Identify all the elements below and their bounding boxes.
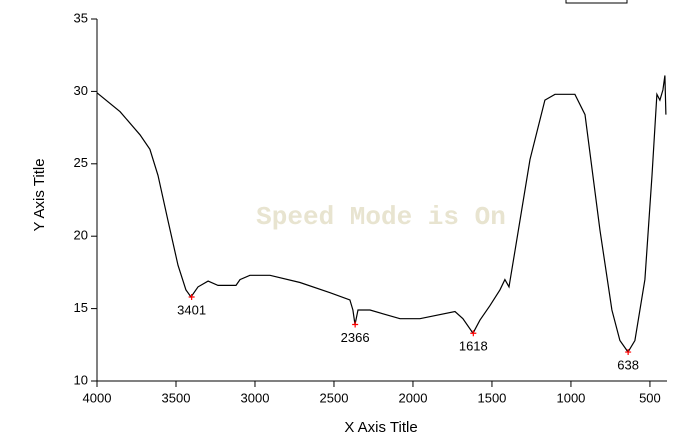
y-tick-label: 10 [74,372,88,387]
peak-label: 2366 [341,330,370,345]
x-tick-label: 2000 [399,390,428,405]
y-axis-title: Y Axis Title [31,158,48,231]
x-tick-label: 3500 [162,390,191,405]
peak-label: 3401 [177,302,206,317]
y-tick-label: 15 [74,300,88,315]
spectrum-line [96,75,667,354]
peak-marker [625,349,632,356]
peak-marker [470,330,477,337]
y-tick-label: 30 [74,83,88,98]
y-tick-label: 25 [74,155,88,170]
x-tick-label: 1500 [477,390,506,405]
x-tick-label: 4000 [83,390,112,405]
legend-box [565,0,628,4]
y-tick-label: 20 [74,228,88,243]
peak-marker [188,294,195,301]
peak-label: 638 [617,357,639,372]
y-tick-label: 35 [74,10,88,25]
x-axis-title: X Axis Title [344,419,417,436]
peak-label: 1618 [459,339,488,354]
watermark: Speed Mode is On [256,202,506,232]
x-tick-label: 1000 [556,390,585,405]
x-tick-label: 500 [639,390,661,405]
x-tick-label: 3000 [241,390,270,405]
peak-marker [352,321,359,328]
x-tick-label: 2500 [320,390,349,405]
